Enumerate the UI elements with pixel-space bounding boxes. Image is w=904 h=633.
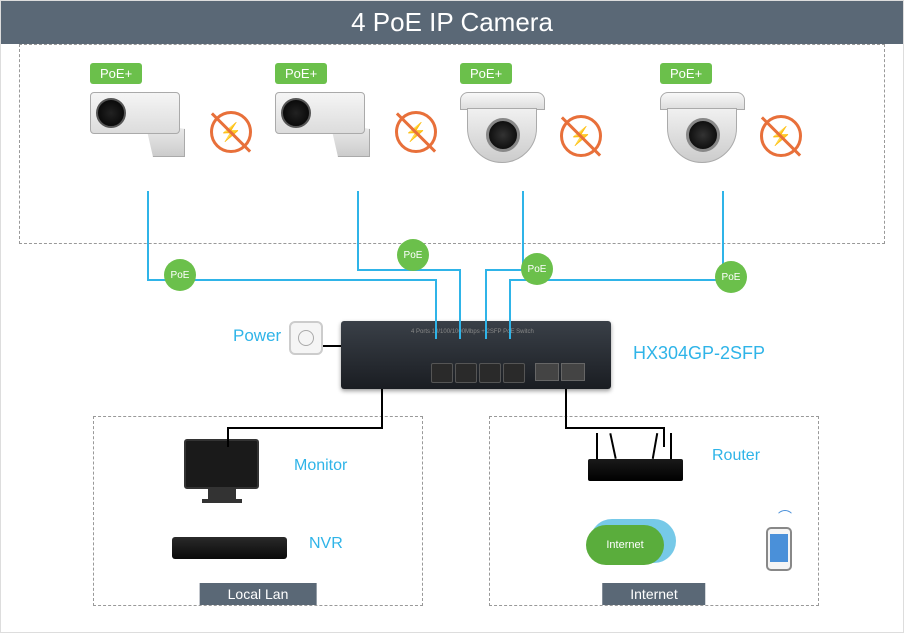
uplink-cable bbox=[663, 427, 665, 447]
rj45-port-icon bbox=[431, 363, 453, 383]
poe-switch: 4 Ports 10/100/1000Mbps + 2SFP PoE Switc… bbox=[341, 321, 611, 389]
wifi-icon: ⌒ bbox=[778, 507, 792, 527]
internet-cloud-icon: Internet bbox=[586, 517, 676, 565]
poe-plus-badge: PoE+ bbox=[275, 63, 327, 84]
poe-badge: PoE bbox=[521, 253, 553, 285]
router-label: Router bbox=[712, 447, 760, 465]
power-outlet-icon bbox=[289, 321, 323, 355]
router-icon bbox=[588, 459, 683, 481]
nvr-label: NVR bbox=[309, 535, 343, 553]
sfp-port-icon bbox=[535, 363, 559, 381]
dome-camera-icon bbox=[660, 92, 750, 167]
smartphone-icon bbox=[766, 527, 792, 571]
no-power-plug-icon: ⚡ bbox=[395, 111, 437, 153]
monitor-icon bbox=[184, 439, 259, 489]
power-label: Power bbox=[233, 326, 281, 346]
poe-cable bbox=[459, 269, 461, 339]
poe-cable bbox=[509, 279, 511, 339]
uplink-cable bbox=[565, 389, 567, 429]
poe-cable bbox=[435, 279, 437, 339]
poe-cable bbox=[485, 269, 487, 339]
internet-label: Internet bbox=[602, 583, 705, 605]
power-cable bbox=[323, 345, 341, 347]
poe-badge: PoE bbox=[715, 261, 747, 293]
switch-desc: 4 Ports 10/100/1000Mbps + 2SFP PoE Switc… bbox=[411, 329, 534, 335]
dome-camera-icon bbox=[460, 92, 550, 167]
poe-cable bbox=[357, 191, 359, 271]
sfp-port-icon bbox=[561, 363, 585, 381]
poe-badge: PoE bbox=[397, 239, 429, 271]
poe-plus-badge: PoE+ bbox=[660, 63, 712, 84]
internet-zone: Router Internet ⌒ Internet bbox=[489, 416, 819, 606]
poe-plus-badge: PoE+ bbox=[460, 63, 512, 84]
uplink-cable bbox=[227, 427, 229, 447]
no-power-plug-icon: ⚡ bbox=[760, 115, 802, 157]
camera-3: PoE+ ⚡ bbox=[460, 63, 550, 167]
cloud-label: Internet bbox=[586, 525, 664, 565]
camera-4: PoE+ ⚡ bbox=[660, 63, 750, 167]
poe-cable bbox=[485, 269, 524, 271]
switch-model-label: HX304GP-2SFP bbox=[633, 343, 765, 364]
switch-ports bbox=[431, 363, 585, 383]
camera-1: PoE+ ⚡ bbox=[90, 63, 200, 152]
uplink-cable bbox=[381, 389, 383, 429]
poe-plus-badge: PoE+ bbox=[90, 63, 142, 84]
rj45-port-icon bbox=[479, 363, 501, 383]
local-lan-label: Local Lan bbox=[200, 583, 317, 605]
bullet-camera-icon bbox=[275, 92, 385, 152]
poe-cable bbox=[147, 191, 149, 281]
rj45-port-icon bbox=[455, 363, 477, 383]
bullet-camera-icon bbox=[90, 92, 200, 152]
no-power-plug-icon: ⚡ bbox=[560, 115, 602, 157]
uplink-cable bbox=[565, 427, 665, 429]
nvr-icon bbox=[172, 537, 287, 559]
local-lan-zone: Monitor NVR Local Lan bbox=[93, 416, 423, 606]
uplink-cable bbox=[227, 427, 383, 429]
poe-badge: PoE bbox=[164, 259, 196, 291]
no-power-plug-icon: ⚡ bbox=[210, 111, 252, 153]
rj45-port-icon bbox=[503, 363, 525, 383]
diagram-title: 4 PoE IP Camera bbox=[1, 1, 903, 44]
monitor-label: Monitor bbox=[294, 457, 347, 475]
camera-2: PoE+ ⚡ bbox=[275, 63, 385, 152]
